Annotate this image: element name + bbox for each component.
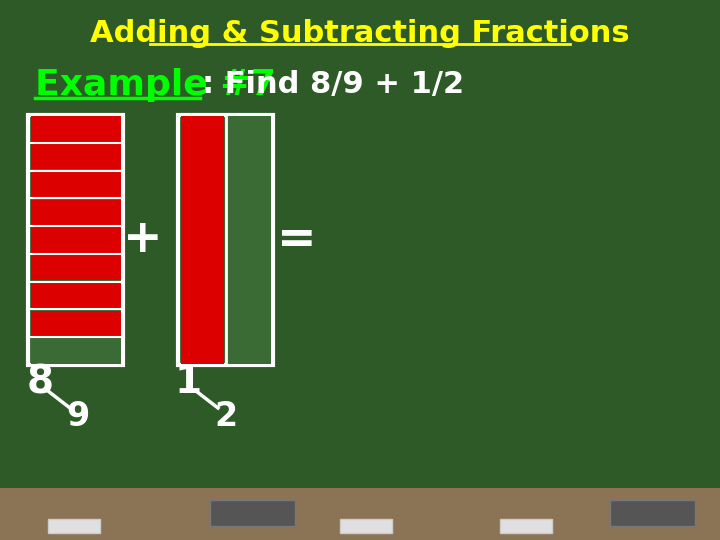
Bar <box>227 116 271 364</box>
Text: 8: 8 <box>27 363 53 401</box>
Text: Example #7: Example #7 <box>35 68 276 102</box>
Text: +: + <box>123 218 163 262</box>
Text: Adding & Subtracting Fractions: Adding & Subtracting Fractions <box>90 18 630 48</box>
Bar <box>30 227 120 253</box>
Bar <box>30 116 120 141</box>
Bar <box>30 200 120 225</box>
Bar <box>30 310 120 336</box>
Bar <box>30 144 120 170</box>
Text: =: = <box>277 218 317 262</box>
Bar <box>30 255 120 280</box>
Bar <box>210 500 295 526</box>
Bar <box>610 500 695 526</box>
Bar <box>30 172 120 197</box>
Bar <box>500 519 552 533</box>
Bar <box>30 283 120 308</box>
Text: 1: 1 <box>174 363 202 401</box>
Bar <box>178 115 273 365</box>
Text: 9: 9 <box>66 401 89 434</box>
Bar <box>181 116 224 364</box>
Bar <box>340 519 392 533</box>
Bar <box>48 519 100 533</box>
Text: : Find 8/9 + 1/2: : Find 8/9 + 1/2 <box>202 71 464 99</box>
Bar <box>30 339 120 364</box>
Text: 2: 2 <box>215 401 238 434</box>
Bar <box>28 115 123 365</box>
Bar <box>0 488 720 540</box>
